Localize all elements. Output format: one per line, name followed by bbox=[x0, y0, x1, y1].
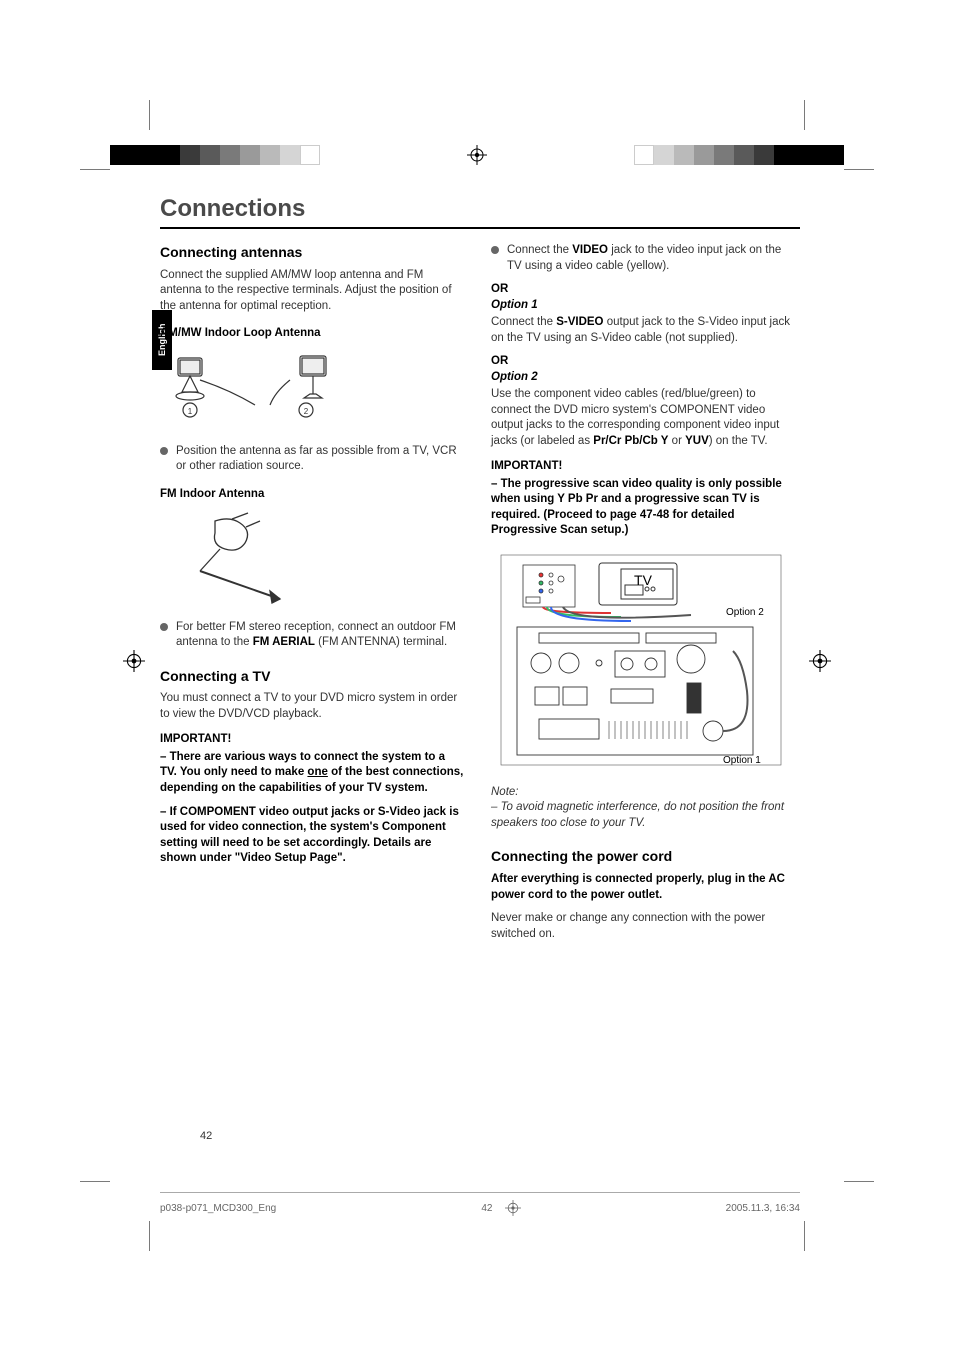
registration-mark-left bbox=[123, 650, 145, 672]
bullet-fm-text: For better FM stereo reception, connect … bbox=[176, 620, 465, 651]
registration-mark-right bbox=[809, 650, 831, 672]
option1-label: Option 1 bbox=[491, 298, 796, 314]
crop-mark-br bbox=[804, 1181, 874, 1251]
important-label-right: IMPORTANT! bbox=[491, 459, 796, 475]
svg-text:2: 2 bbox=[304, 407, 309, 416]
bullet-am-text: Position the antenna as far as possible … bbox=[176, 444, 465, 475]
tv-label: TV bbox=[634, 572, 653, 588]
bullet-fm: For better FM stereo reception, connect … bbox=[160, 620, 465, 651]
footer-rule bbox=[160, 1192, 800, 1193]
heading-fm: FM Indoor Antenna bbox=[160, 487, 465, 503]
option2-text: Use the component video cables (red/blue… bbox=[491, 387, 796, 449]
bullet-icon bbox=[160, 447, 168, 455]
registration-mark-footer bbox=[505, 1200, 521, 1216]
heading-am-loop: AM/MW Indoor Loop Antenna bbox=[160, 326, 465, 342]
or-2: OR bbox=[491, 354, 796, 370]
heading-antennas: Connecting antennas bbox=[160, 243, 465, 262]
title-rule bbox=[160, 227, 800, 229]
important-1: – There are various ways to connect the … bbox=[160, 750, 465, 797]
important-label-left: IMPORTANT! bbox=[160, 732, 465, 748]
crop-mark-tl bbox=[80, 100, 150, 170]
bullet-video: Connect the VIDEO jack to the video inpu… bbox=[491, 243, 796, 274]
footer-right: 2005.11.3, 16:34 bbox=[726, 1203, 800, 1214]
crop-mark-tr bbox=[804, 100, 874, 170]
footer-left: p038-p071_MCD300_Eng bbox=[160, 1203, 276, 1214]
option2-label: Option 2 bbox=[491, 370, 796, 386]
note-label: Note: bbox=[491, 785, 796, 801]
footer: p038-p071_MCD300_Eng 42 2005.11.3, 16:34 bbox=[160, 1200, 800, 1216]
option2-caption: Option 2 bbox=[726, 607, 764, 618]
important-right-text: – The progressive scan video quality is … bbox=[491, 477, 796, 539]
bullet-video-text: Connect the VIDEO jack to the video inpu… bbox=[507, 243, 796, 274]
or-1: OR bbox=[491, 282, 796, 298]
bullet-am-position: Position the antenna as far as possible … bbox=[160, 444, 465, 475]
figure-am-loop: 1 2 bbox=[160, 350, 465, 430]
page-number: 42 bbox=[200, 1130, 212, 1142]
right-column: Connect the VIDEO jack to the video inpu… bbox=[491, 243, 796, 950]
heading-tv: Connecting a TV bbox=[160, 667, 465, 686]
important-2: – If COMPOMENT video output jacks or S-V… bbox=[160, 805, 465, 867]
bullet-icon bbox=[491, 246, 499, 254]
heading-power: Connecting the power cord bbox=[491, 847, 796, 866]
bullet-icon bbox=[160, 623, 168, 631]
power-text: Never make or change any connection with… bbox=[491, 911, 796, 942]
svg-text:1: 1 bbox=[188, 407, 193, 416]
left-column: Connecting antennas Connect the supplied… bbox=[160, 243, 465, 950]
figure-tv-connection: TV Option 2 bbox=[491, 551, 796, 771]
columns: Connecting antennas Connect the supplied… bbox=[160, 243, 800, 950]
note-text: – To avoid magnetic interference, do not… bbox=[491, 800, 796, 831]
figure-fm bbox=[160, 511, 465, 606]
para-tv: You must connect a TV to your DVD micro … bbox=[160, 691, 465, 722]
section-title: Connections bbox=[160, 195, 800, 223]
power-bold: After everything is connected properly, … bbox=[491, 872, 796, 903]
registration-mark-top bbox=[467, 145, 487, 165]
footer-center: 42 bbox=[481, 1200, 520, 1216]
crop-mark-bl bbox=[80, 1181, 150, 1251]
para-antennas: Connect the supplied AM/MW loop antenna … bbox=[160, 268, 465, 315]
option1-text: Connect the S-VIDEO output jack to the S… bbox=[491, 315, 796, 346]
page-content: Connections Connecting antennas Connect … bbox=[160, 195, 800, 950]
option1-caption: Option 1 bbox=[723, 755, 761, 766]
